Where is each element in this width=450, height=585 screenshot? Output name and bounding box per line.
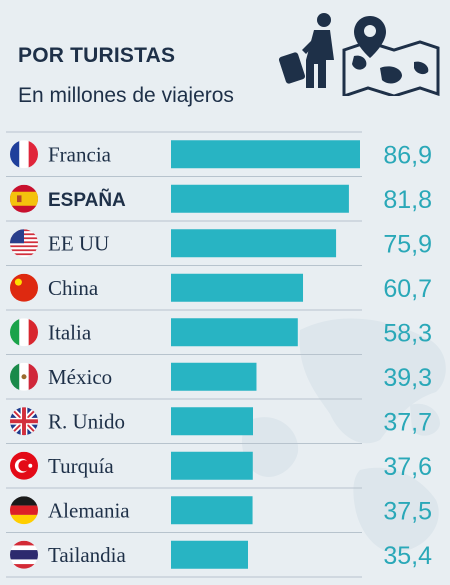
value-label: 39,3	[383, 364, 432, 392]
bar	[171, 318, 298, 347]
value-label: 75,9	[383, 230, 432, 258]
bar	[171, 407, 253, 436]
bar	[171, 540, 248, 569]
header-illustration	[278, 13, 440, 96]
bar	[171, 362, 257, 391]
chart-subtitle: En millones de viajeros	[18, 84, 234, 107]
flag-uk-icon	[10, 407, 38, 436]
category-label: Tailandia	[48, 543, 127, 567]
traveler-icon	[278, 13, 334, 88]
bar	[171, 451, 253, 480]
bar	[171, 496, 253, 525]
flag-france-icon	[10, 140, 38, 169]
value-label: 35,4	[383, 542, 432, 570]
flag-italy-icon	[10, 318, 38, 347]
flag-thailand-icon	[10, 540, 38, 569]
world-map-pin-icon	[342, 16, 440, 96]
category-label: Francia	[48, 142, 112, 166]
flag-mexico-icon	[10, 362, 38, 391]
value-label: 86,9	[383, 141, 432, 169]
category-label: Turquía	[48, 454, 114, 478]
bar	[171, 273, 304, 302]
value-label: 37,6	[383, 453, 432, 481]
category-label: EE UU	[48, 231, 109, 255]
category-label: Italia	[48, 320, 92, 344]
value-label: 58,3	[383, 319, 432, 347]
bar	[171, 140, 360, 169]
category-label: China	[48, 276, 99, 300]
chart-title: POR TURISTAS	[18, 44, 176, 67]
bar	[171, 229, 337, 258]
value-label: 37,5	[383, 497, 432, 525]
category-label: México	[48, 365, 112, 389]
flag-germany-icon	[10, 496, 38, 525]
value-label: 60,7	[383, 275, 432, 303]
bar	[171, 184, 349, 213]
category-label: Alemania	[48, 498, 130, 522]
category-label: R. Unido	[48, 409, 125, 433]
value-label: 37,7	[383, 408, 432, 436]
flag-turkey-icon	[10, 451, 38, 480]
value-label: 81,8	[383, 186, 432, 214]
flag-usa-icon	[10, 229, 38, 258]
flag-china-icon	[10, 273, 38, 302]
category-label: ESPAÑA	[48, 189, 126, 211]
flag-spain-icon	[10, 184, 38, 213]
